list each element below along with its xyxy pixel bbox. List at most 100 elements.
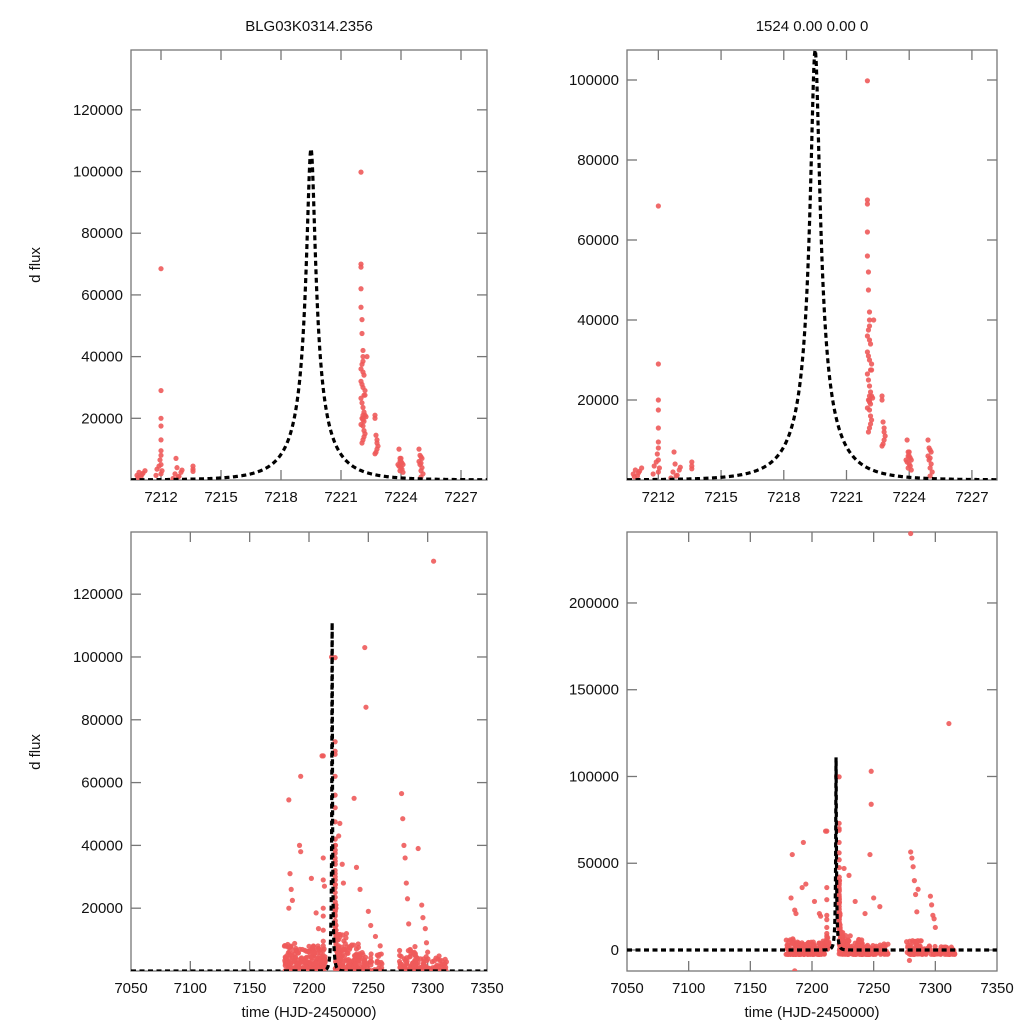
y-tick-label: 80000	[81, 225, 123, 242]
data-point	[287, 945, 293, 951]
data-point	[655, 439, 661, 445]
data-point	[908, 457, 914, 463]
data-point	[298, 773, 304, 779]
data-point	[174, 465, 180, 471]
x-tick-label: 7212	[144, 489, 177, 506]
data-point	[932, 943, 938, 950]
data-point	[920, 946, 926, 952]
data-point	[865, 269, 872, 275]
data-point	[844, 942, 850, 949]
data-point	[863, 951, 869, 957]
data-point	[321, 946, 327, 952]
data-point	[824, 884, 830, 891]
data-point	[841, 865, 847, 872]
x-tick-label: 7212	[642, 489, 675, 506]
data-point	[951, 951, 958, 957]
data-point	[784, 942, 790, 948]
data-point	[689, 463, 695, 469]
data-point	[297, 966, 303, 971]
data-point	[826, 941, 832, 947]
data-point	[677, 464, 683, 470]
data-point	[343, 935, 349, 941]
data-point	[867, 401, 874, 407]
data-point	[672, 461, 678, 467]
data-point	[852, 898, 858, 905]
y-tick-label: 120000	[73, 586, 123, 603]
data-point	[373, 432, 379, 438]
x-tick-label: 7050	[114, 980, 147, 997]
data-point	[655, 361, 661, 367]
data-point	[864, 371, 871, 377]
data-point	[865, 353, 872, 359]
data-point	[877, 904, 883, 910]
data-point	[358, 264, 364, 270]
x-tick-label: 7150	[233, 980, 266, 997]
data-point	[313, 910, 319, 916]
data-point	[360, 952, 366, 958]
x-tick-label: 7218	[264, 489, 297, 506]
data-point	[879, 443, 885, 449]
data-point	[865, 327, 872, 333]
data-point	[651, 463, 657, 469]
data-point	[867, 421, 874, 427]
data-point	[866, 309, 873, 315]
data-point	[359, 330, 365, 337]
model-curve	[627, 49, 997, 480]
data-point	[320, 877, 326, 883]
data-point	[406, 921, 412, 927]
data-point	[135, 474, 141, 480]
data-point	[286, 905, 292, 911]
data-point	[655, 457, 661, 463]
y-tick-label: 100000	[73, 649, 123, 666]
data-point	[377, 943, 383, 949]
data-point	[404, 896, 411, 902]
data-point	[335, 937, 342, 943]
data-point	[351, 795, 357, 801]
data-point	[288, 886, 294, 892]
data-point	[881, 429, 887, 435]
model-curve	[131, 144, 487, 480]
y-tick-label: 60000	[81, 775, 123, 792]
data-point	[281, 943, 288, 949]
data-point	[868, 361, 875, 367]
data-point	[879, 393, 885, 399]
data-point	[307, 960, 313, 966]
data-point	[914, 950, 921, 957]
data-point	[414, 956, 421, 962]
data-point	[864, 333, 871, 339]
data-point	[363, 704, 369, 710]
data-point	[882, 433, 888, 439]
data-point	[442, 956, 448, 962]
data-point	[396, 958, 403, 965]
y-tick-label: 0	[611, 942, 619, 959]
data-point	[928, 449, 934, 455]
data-point	[322, 957, 328, 963]
data-point	[332, 882, 338, 888]
data-point	[879, 950, 885, 956]
y-tick-label: 40000	[81, 349, 123, 366]
data-point	[927, 473, 933, 479]
panel-bottom-right: 7050 7100 7150 7200 7250 7300 7350 0 50000 100000…	[569, 530, 1014, 997]
data-point	[374, 960, 380, 966]
data-point	[320, 938, 326, 944]
data-point	[361, 372, 367, 378]
data-point	[821, 951, 827, 957]
data-point	[836, 850, 842, 856]
y-tick-label: 80000	[81, 712, 123, 729]
data-point	[788, 895, 794, 901]
data-point	[294, 961, 301, 967]
data-point	[309, 950, 315, 956]
data-point	[159, 468, 165, 474]
data-point	[881, 425, 887, 431]
data-point	[298, 849, 304, 855]
data-point	[879, 397, 885, 403]
data-point	[925, 437, 931, 443]
data-point	[443, 964, 449, 970]
data-point	[824, 897, 830, 903]
data-point	[866, 407, 873, 413]
data-point	[190, 466, 196, 472]
data-point	[359, 361, 365, 367]
data-point	[286, 797, 292, 803]
data-point	[799, 884, 805, 891]
